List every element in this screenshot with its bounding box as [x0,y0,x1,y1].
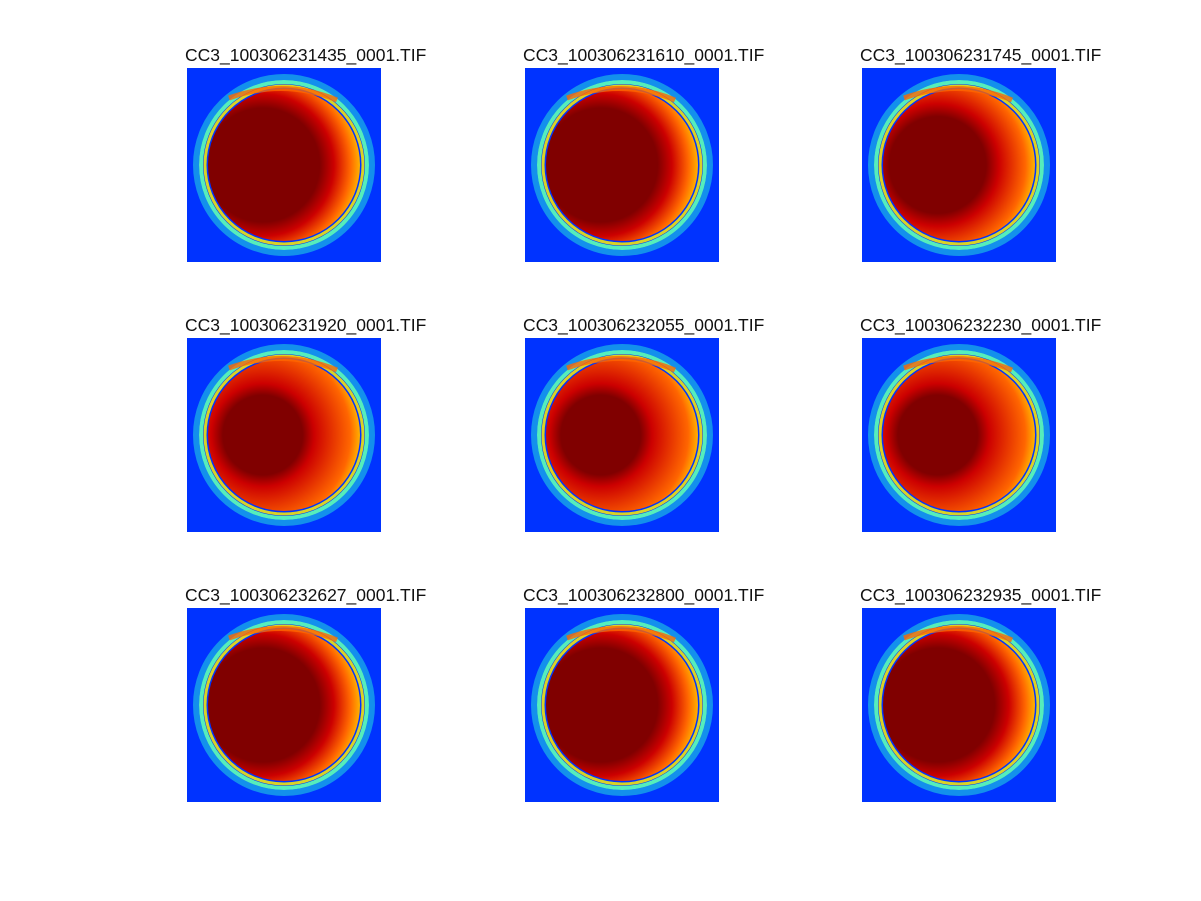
outer-halo [193,614,375,796]
top-rim [228,355,338,373]
outer-ring [874,80,1044,250]
panel-title: CC3_100306231610_0001.TIF [523,45,765,65]
image-panel: CC3_100306232230_0001.TIF [860,315,1101,532]
disk [208,359,360,511]
inner-ring [541,624,703,786]
disk [208,629,360,781]
inner-ring [541,354,703,516]
panel-title: CC3_100306231435_0001.TIF [185,45,427,65]
inner-ring [541,84,703,246]
image-panel: CC3_100306231435_0001.TIF [185,45,426,262]
heatmap-image [187,68,381,262]
heatmap-image [862,608,1056,802]
heatmap-image [525,608,719,802]
top-rim [903,85,1013,103]
heatmap-image [862,68,1056,262]
inner-ring [203,624,365,786]
disk [883,629,1035,781]
outer-ring [874,350,1044,520]
panel-title: CC3_100306232230_0001.TIF [860,315,1102,335]
image-panel: CC3_100306232800_0001.TIF [523,585,764,802]
disk [546,89,698,241]
outer-ring [199,350,369,520]
image-panel: CC3_100306232055_0001.TIF [523,315,764,532]
outer-halo [868,614,1050,796]
disk [546,359,698,511]
image-panel: CC3_100306232935_0001.TIF [860,585,1101,802]
outer-halo [868,74,1050,256]
heatmap-image [525,68,719,262]
heatmap-image [862,338,1056,532]
inner-ring [878,354,1040,516]
inner-ring [203,84,365,246]
image-panel: CC3_100306231610_0001.TIF [523,45,764,262]
disk [546,629,698,781]
panel-title: CC3_100306231920_0001.TIF [185,315,427,335]
inner-ring [878,84,1040,246]
image-panel: CC3_100306231920_0001.TIF [185,315,426,532]
image-panel: CC3_100306231745_0001.TIF [860,45,1101,262]
top-rim [566,85,676,103]
outer-ring [199,620,369,790]
outer-ring [537,80,707,250]
top-rim [228,85,338,103]
outer-halo [531,74,713,256]
outer-halo [531,614,713,796]
disk [208,89,360,241]
image-panel: CC3_100306232627_0001.TIF [185,585,426,802]
outer-halo [868,344,1050,526]
panel-title: CC3_100306232627_0001.TIF [185,585,427,605]
top-rim [903,355,1013,373]
panel-title: CC3_100306232935_0001.TIF [860,585,1102,605]
outer-halo [193,344,375,526]
outer-halo [531,344,713,526]
outer-ring [199,80,369,250]
disk [883,359,1035,511]
panel-title: CC3_100306231745_0001.TIF [860,45,1102,65]
top-rim [903,625,1013,643]
panel-title: CC3_100306232055_0001.TIF [523,315,765,335]
heatmap-image [525,338,719,532]
top-rim [228,625,338,643]
inner-ring [878,624,1040,786]
panel-title: CC3_100306232800_0001.TIF [523,585,765,605]
outer-ring [537,350,707,520]
top-rim [566,355,676,373]
outer-ring [537,620,707,790]
disk [883,89,1035,241]
outer-halo [193,74,375,256]
top-rim [566,625,676,643]
inner-ring [203,354,365,516]
outer-ring [874,620,1044,790]
heatmap-image [187,608,381,802]
heatmap-image [187,338,381,532]
